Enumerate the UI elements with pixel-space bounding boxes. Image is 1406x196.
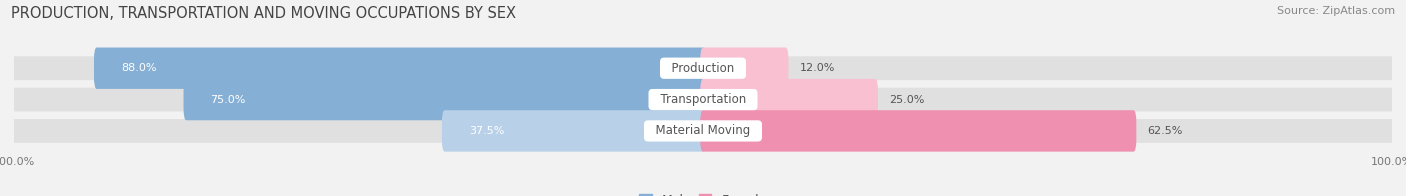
Text: Source: ZipAtlas.com: Source: ZipAtlas.com: [1277, 6, 1395, 16]
Text: PRODUCTION, TRANSPORTATION AND MOVING OCCUPATIONS BY SEX: PRODUCTION, TRANSPORTATION AND MOVING OC…: [11, 6, 516, 21]
Text: 62.5%: 62.5%: [1147, 126, 1182, 136]
Text: Material Moving: Material Moving: [648, 124, 758, 137]
FancyBboxPatch shape: [184, 79, 706, 120]
Text: Transportation: Transportation: [652, 93, 754, 106]
FancyBboxPatch shape: [14, 88, 1392, 112]
Text: 25.0%: 25.0%: [889, 94, 924, 105]
Text: 75.0%: 75.0%: [211, 94, 246, 105]
FancyBboxPatch shape: [700, 79, 877, 120]
Text: 12.0%: 12.0%: [800, 63, 835, 73]
FancyBboxPatch shape: [700, 47, 789, 89]
FancyBboxPatch shape: [94, 47, 706, 89]
Legend: Male, Female: Male, Female: [640, 194, 766, 196]
Text: 37.5%: 37.5%: [468, 126, 505, 136]
Text: Production: Production: [664, 62, 742, 75]
FancyBboxPatch shape: [441, 110, 706, 152]
FancyBboxPatch shape: [14, 119, 1392, 143]
FancyBboxPatch shape: [700, 110, 1136, 152]
Text: 88.0%: 88.0%: [121, 63, 156, 73]
FancyBboxPatch shape: [14, 56, 1392, 80]
